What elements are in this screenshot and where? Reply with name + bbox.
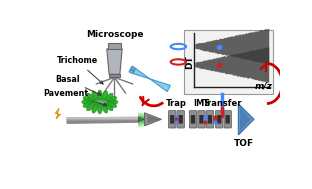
Text: Transfer: Transfer <box>203 99 243 108</box>
Polygon shape <box>138 117 144 122</box>
Ellipse shape <box>107 102 117 108</box>
Text: Pavement: Pavement <box>43 89 107 106</box>
Ellipse shape <box>107 96 117 102</box>
Polygon shape <box>195 29 269 64</box>
FancyBboxPatch shape <box>224 111 232 128</box>
Ellipse shape <box>87 103 95 111</box>
Ellipse shape <box>83 96 92 102</box>
FancyBboxPatch shape <box>189 111 197 128</box>
Ellipse shape <box>91 97 108 107</box>
Ellipse shape <box>105 103 113 111</box>
Polygon shape <box>144 113 161 126</box>
FancyBboxPatch shape <box>226 115 230 124</box>
FancyBboxPatch shape <box>198 111 205 128</box>
Text: Trichome: Trichome <box>57 57 103 84</box>
Ellipse shape <box>98 90 102 100</box>
Text: TOF: TOF <box>234 139 254 148</box>
Polygon shape <box>129 66 170 92</box>
Ellipse shape <box>102 104 108 113</box>
FancyBboxPatch shape <box>217 115 221 124</box>
FancyBboxPatch shape <box>216 111 223 128</box>
Ellipse shape <box>92 91 98 100</box>
Ellipse shape <box>102 91 108 100</box>
Text: Microscope: Microscope <box>86 30 143 39</box>
FancyBboxPatch shape <box>178 115 183 124</box>
Text: m/z: m/z <box>255 81 273 91</box>
FancyBboxPatch shape <box>199 115 204 124</box>
Bar <box>108 43 121 49</box>
Polygon shape <box>240 107 251 132</box>
FancyBboxPatch shape <box>168 111 176 128</box>
Ellipse shape <box>98 104 102 114</box>
Ellipse shape <box>92 104 98 113</box>
FancyBboxPatch shape <box>206 111 214 128</box>
Polygon shape <box>148 116 161 123</box>
Polygon shape <box>195 47 269 83</box>
FancyBboxPatch shape <box>191 115 195 124</box>
Ellipse shape <box>82 100 92 104</box>
Polygon shape <box>238 104 254 135</box>
Bar <box>184 30 273 94</box>
Bar <box>109 74 120 77</box>
Text: Basal: Basal <box>55 75 101 95</box>
Ellipse shape <box>87 93 95 101</box>
Ellipse shape <box>105 93 113 101</box>
Polygon shape <box>107 49 122 74</box>
Polygon shape <box>129 66 136 74</box>
Ellipse shape <box>108 100 118 104</box>
FancyBboxPatch shape <box>208 115 212 124</box>
FancyBboxPatch shape <box>177 111 184 128</box>
Polygon shape <box>55 108 61 119</box>
Text: IMS: IMS <box>193 99 210 108</box>
Ellipse shape <box>83 102 92 108</box>
FancyBboxPatch shape <box>170 115 174 124</box>
Text: Trap: Trap <box>166 99 187 108</box>
Text: DT: DT <box>185 55 194 69</box>
